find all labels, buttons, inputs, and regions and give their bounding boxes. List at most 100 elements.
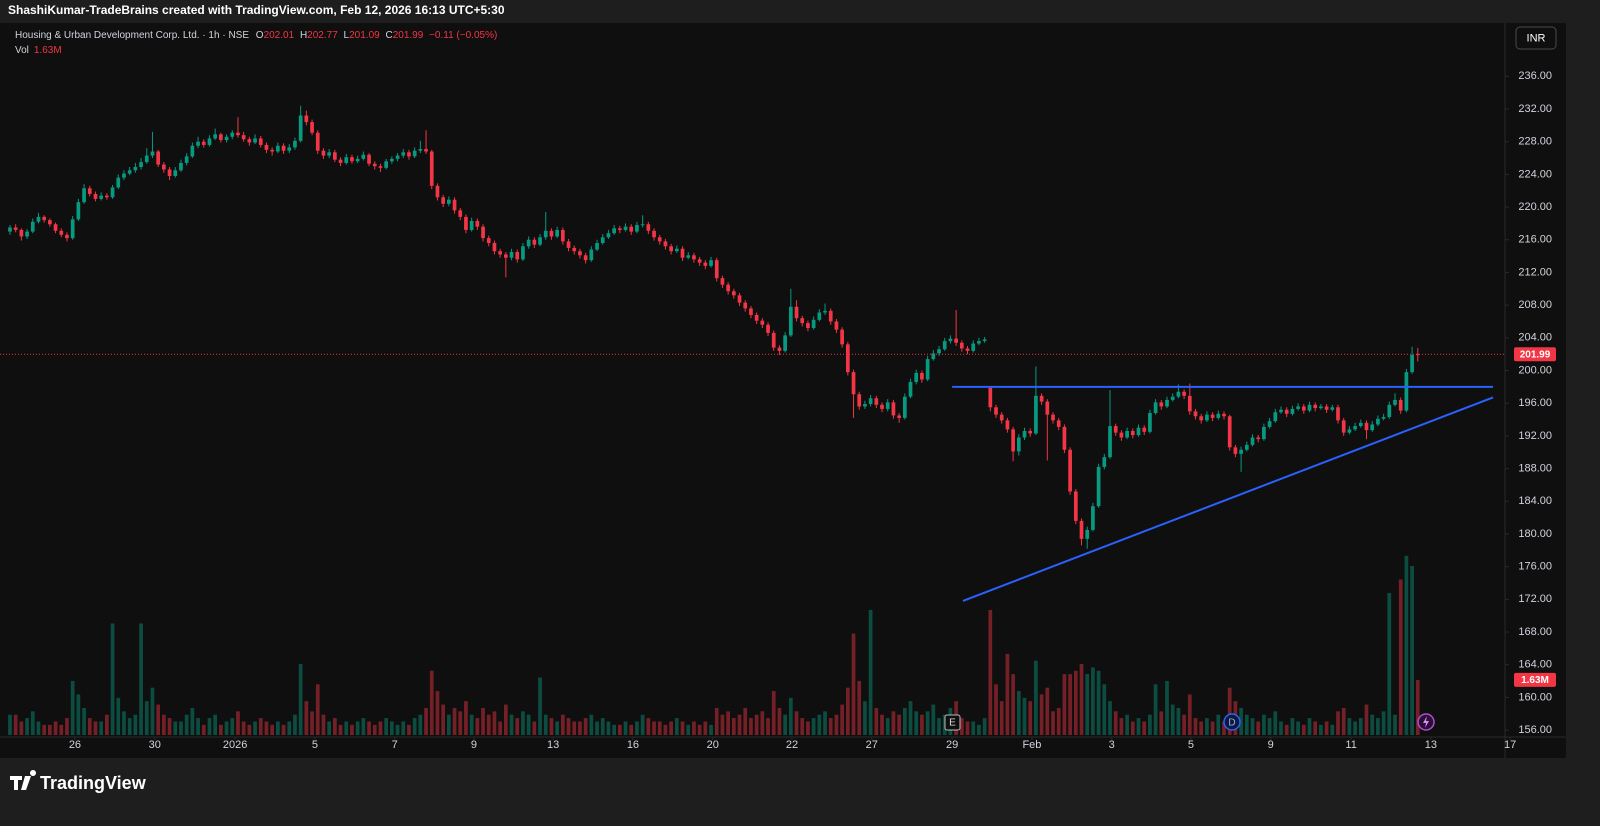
- candle-body: [350, 157, 354, 162]
- candle-body: [1244, 444, 1249, 450]
- candle-body: [1045, 401, 1050, 415]
- candle-body: [1370, 424, 1375, 431]
- volume-bar: [999, 701, 1004, 735]
- volume-bar: [521, 711, 525, 735]
- event-marker[interactable]: [944, 714, 961, 731]
- candle-body: [253, 138, 257, 143]
- ohlc-letter: O: [256, 30, 264, 41]
- volume-bar: [1256, 721, 1261, 735]
- candle-body: [30, 221, 35, 232]
- volume-bar: [481, 707, 485, 735]
- volume-bar: [680, 721, 685, 735]
- ohlc-letter: H: [300, 30, 307, 41]
- candle-body: [321, 150, 326, 156]
- candle-body: [1267, 421, 1272, 427]
- volume-bar: [532, 721, 537, 735]
- volume-bar: [1170, 704, 1175, 735]
- y-tick-label: 164.00: [1518, 659, 1552, 671]
- candle-body: [532, 239, 537, 245]
- volume-bar: [1108, 701, 1112, 735]
- volume-bar: [42, 724, 47, 735]
- volume-bar: [13, 714, 18, 735]
- candle-body: [1205, 414, 1209, 421]
- event-label: D: [1228, 718, 1235, 729]
- volume-bar: [714, 707, 719, 735]
- candle-body: [13, 227, 18, 230]
- volume-bar: [1250, 718, 1255, 735]
- volume-bar: [937, 718, 941, 735]
- candle-body: [703, 262, 708, 266]
- candle-body: [1051, 414, 1055, 421]
- candle-body: [162, 164, 166, 170]
- volume-bar: [600, 718, 605, 735]
- candle-body: [1233, 447, 1238, 454]
- candle-body: [578, 251, 582, 256]
- candle-body: [931, 353, 936, 360]
- volume-bar: [429, 670, 434, 735]
- volume-bar: [258, 718, 263, 735]
- x-tick-label: 11: [1345, 739, 1356, 751]
- candle-body: [1125, 430, 1129, 438]
- candle-body: [680, 248, 685, 258]
- volume-bar: [578, 721, 582, 735]
- volume-bar: [1273, 711, 1278, 735]
- y-tick-label: 228.00: [1518, 136, 1552, 148]
- candle-body: [1005, 420, 1010, 430]
- volume-bar: [914, 711, 919, 735]
- candle-body: [99, 195, 104, 199]
- y-tick-label: 192.00: [1518, 430, 1552, 442]
- currency-button[interactable]: [1515, 26, 1557, 50]
- volume-bar: [1125, 714, 1129, 735]
- candle-body: [800, 318, 805, 324]
- volume-bar: [686, 724, 691, 735]
- candle-body: [954, 338, 958, 343]
- candle-body: [315, 132, 320, 151]
- volume-bar: [1165, 680, 1169, 735]
- volume-bar: [1279, 721, 1283, 735]
- candle-body: [674, 248, 679, 252]
- volume-bar: [264, 721, 269, 735]
- candle-body: [1210, 414, 1215, 418]
- candle-body: [937, 349, 941, 354]
- volume-bar: [669, 721, 673, 735]
- candle-body: [897, 415, 901, 418]
- candle-body: [65, 234, 69, 239]
- volume-bar: [1193, 718, 1198, 735]
- x-tick-label: 13: [1425, 739, 1437, 751]
- volume-bar: [1062, 674, 1067, 735]
- candle-body: [19, 229, 24, 237]
- volume-bar: [925, 711, 930, 735]
- volume-bar: [355, 721, 360, 735]
- x-tick-label: Feb: [1022, 739, 1041, 751]
- candle-body: [1415, 354, 1420, 356]
- candle-body: [475, 220, 480, 227]
- volume-bar: [920, 714, 924, 735]
- volume-bar: [412, 718, 417, 735]
- volume-bar: [572, 721, 577, 735]
- volume-bar: [971, 721, 976, 735]
- volume-bar: [315, 684, 320, 735]
- volume-bar: [817, 714, 822, 735]
- candle-body: [902, 396, 907, 418]
- volume-bar: [880, 714, 884, 735]
- x-tick-label: 29: [946, 739, 958, 751]
- candle-body: [184, 156, 189, 163]
- volume-bar: [885, 718, 890, 735]
- candle-body: [1182, 391, 1186, 396]
- candle-body: [942, 341, 947, 350]
- candle-body: [646, 224, 651, 231]
- candle-body: [1279, 409, 1283, 413]
- volume-bar: [372, 724, 377, 735]
- x-tick-label: 30: [149, 739, 161, 751]
- volume-bar: [469, 714, 474, 735]
- candle-body: [458, 210, 463, 217]
- volume-bar: [1205, 718, 1209, 735]
- volume-bar: [253, 721, 257, 735]
- x-tick-label: 9: [471, 739, 477, 751]
- volume-bar: [184, 714, 189, 735]
- volume-bar: [492, 711, 497, 735]
- dividend-marker[interactable]: [1223, 713, 1241, 731]
- candle-body: [1096, 466, 1101, 507]
- candle-body: [1387, 404, 1392, 418]
- volume-bar: [435, 691, 440, 735]
